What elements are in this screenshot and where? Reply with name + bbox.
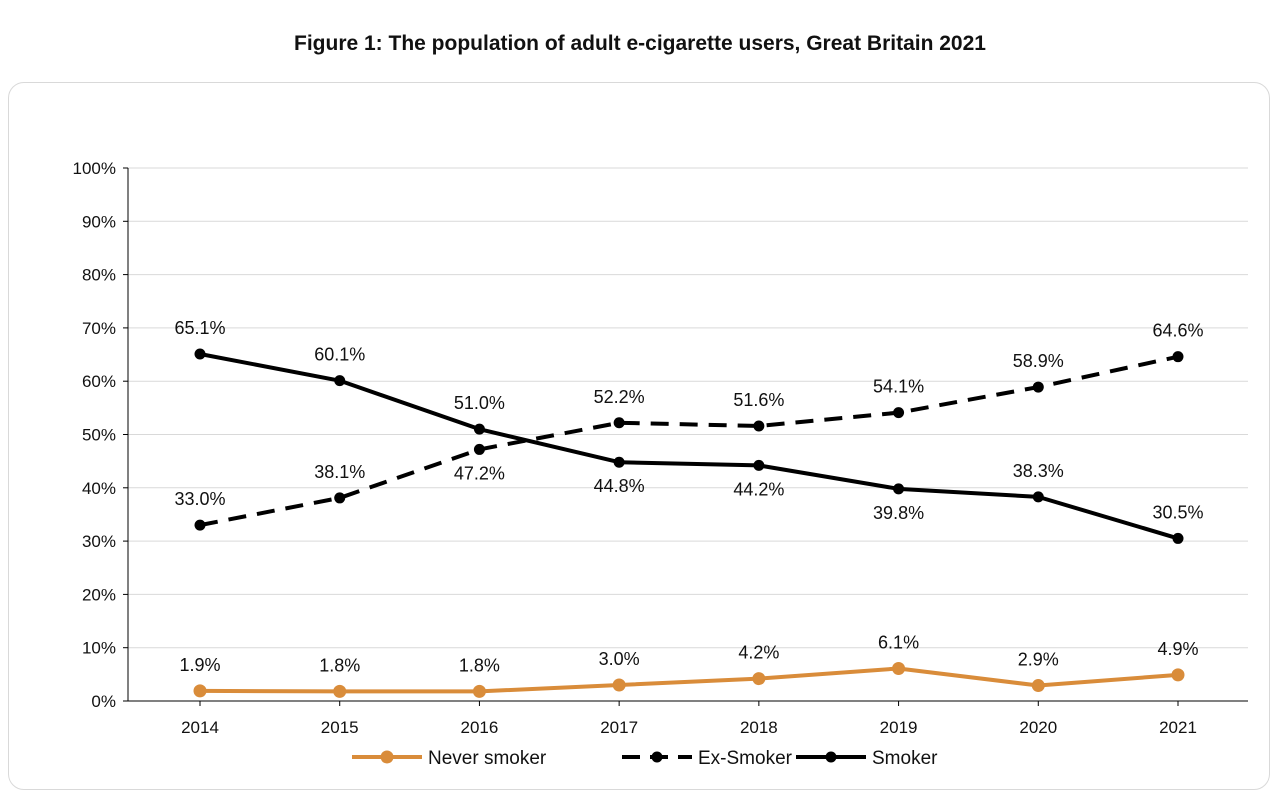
legend-marker	[380, 750, 394, 764]
data-label: 39.8%	[873, 503, 924, 523]
data-point	[334, 492, 346, 504]
data-label: 52.2%	[594, 387, 645, 407]
legend-marker	[651, 751, 663, 763]
data-label: 51.0%	[454, 393, 505, 413]
y-tick-label: 40%	[82, 479, 116, 498]
data-label: 38.3%	[1013, 461, 1064, 481]
x-tick-label: 2019	[880, 718, 918, 737]
chart-frame	[8, 82, 1270, 790]
series-line-never-smoker	[199, 666, 1179, 694]
legend-label: Never smoker	[428, 748, 547, 769]
data-label: 65.1%	[174, 318, 225, 338]
y-tick-label: 90%	[82, 212, 116, 231]
data-point	[473, 423, 485, 435]
data-point	[472, 684, 486, 698]
data-label: 2.9%	[1018, 650, 1059, 670]
data-label: 33.0%	[174, 489, 225, 509]
data-point	[1172, 351, 1184, 363]
y-tick-label: 100%	[73, 159, 116, 178]
data-label: 1.9%	[179, 655, 220, 675]
x-tick-label: 2020	[1019, 718, 1057, 737]
y-tick-label: 50%	[82, 426, 116, 445]
y-tick-label: 30%	[82, 532, 116, 551]
data-point	[752, 672, 766, 686]
y-tick-label: 80%	[82, 266, 116, 285]
data-point	[194, 519, 206, 531]
data-point	[613, 456, 625, 468]
data-point	[1032, 381, 1044, 393]
data-point	[1172, 532, 1184, 544]
data-point	[892, 661, 906, 675]
legend-label: Ex-Smoker	[698, 748, 793, 769]
y-tick-label: 0%	[91, 692, 116, 711]
data-point	[893, 407, 905, 419]
chart-title: Figure 1: The population of adult e-ciga…	[294, 32, 986, 55]
data-point	[613, 417, 625, 429]
data-label: 64.6%	[1152, 321, 1203, 341]
data-point	[753, 459, 765, 471]
x-tick-label: 2015	[321, 718, 359, 737]
data-label: 1.8%	[319, 655, 360, 675]
data-label: 47.2%	[454, 463, 505, 483]
data-label: 30.5%	[1152, 502, 1203, 522]
data-point	[612, 678, 626, 692]
data-point	[193, 684, 207, 698]
data-label: 1.8%	[459, 655, 500, 675]
data-label: 58.9%	[1013, 351, 1064, 371]
data-label: 44.2%	[733, 479, 784, 499]
x-tick-label: 2014	[181, 718, 219, 737]
data-label: 3.0%	[599, 649, 640, 669]
data-label: 4.2%	[738, 643, 779, 663]
y-tick-label: 10%	[82, 639, 116, 658]
data-point	[333, 684, 347, 698]
data-label: 60.1%	[314, 345, 365, 365]
y-tick-label: 70%	[82, 319, 116, 338]
data-point	[194, 348, 206, 360]
legend-label: Smoker	[872, 748, 938, 769]
legend-marker	[825, 751, 837, 763]
data-label: 6.1%	[878, 632, 919, 652]
x-tick-label: 2018	[740, 718, 778, 737]
data-point	[1032, 491, 1044, 503]
y-tick-label: 20%	[82, 585, 116, 604]
data-label: 51.6%	[733, 390, 784, 410]
y-tick-label: 60%	[82, 372, 116, 391]
data-point	[473, 443, 485, 455]
data-point	[893, 483, 905, 495]
data-point	[753, 420, 765, 432]
x-tick-label: 2021	[1159, 718, 1197, 737]
data-label: 44.8%	[594, 476, 645, 496]
x-tick-label: 2017	[600, 718, 638, 737]
data-point	[334, 375, 346, 387]
series-line-smoker	[199, 352, 1179, 541]
data-label: 38.1%	[314, 462, 365, 482]
data-point	[1031, 679, 1045, 693]
data-label: 4.9%	[1157, 639, 1198, 659]
x-tick-label: 2016	[461, 718, 499, 737]
series-line-ex-smoker	[199, 354, 1179, 528]
data-point	[1171, 668, 1185, 682]
data-label: 54.1%	[873, 377, 924, 397]
